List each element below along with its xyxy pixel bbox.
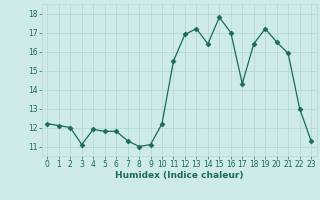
- X-axis label: Humidex (Indice chaleur): Humidex (Indice chaleur): [115, 171, 244, 180]
